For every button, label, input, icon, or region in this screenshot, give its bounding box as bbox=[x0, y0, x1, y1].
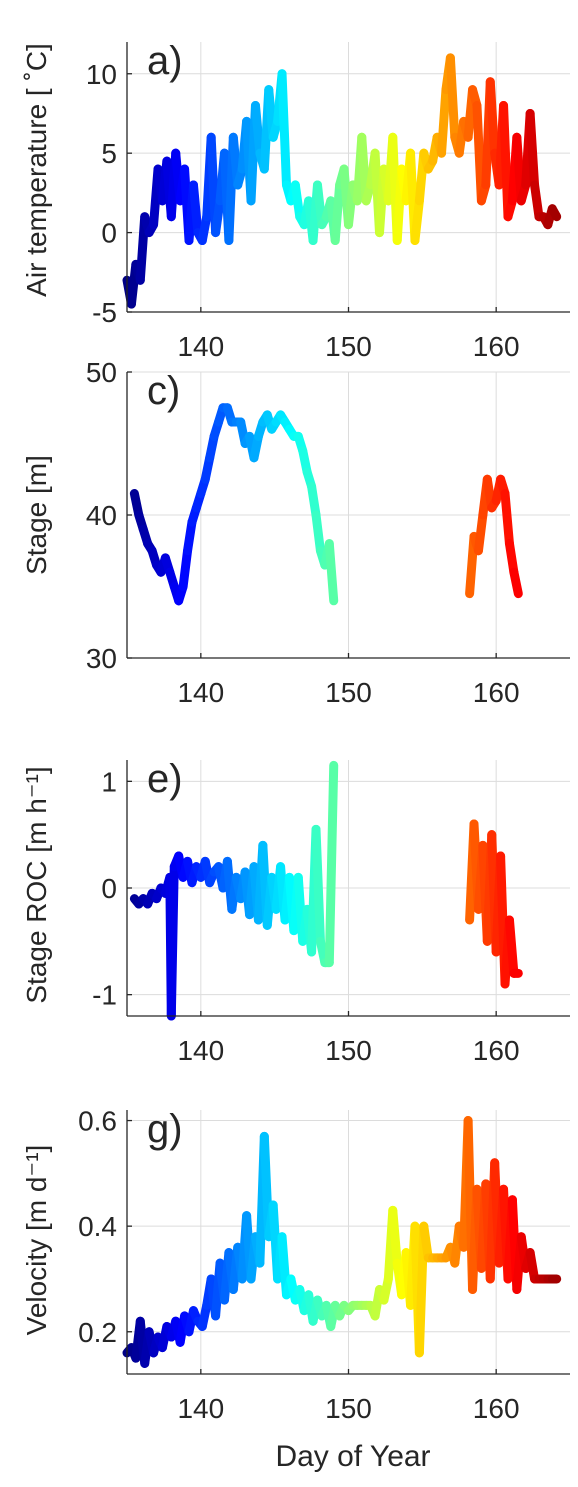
x-tick-label: 150 bbox=[325, 331, 372, 362]
data-segment bbox=[504, 539, 519, 577]
data-segment bbox=[311, 824, 325, 946]
data-segment bbox=[188, 180, 203, 238]
y-tick-label: 50 bbox=[86, 357, 117, 388]
x-tick-label: 140 bbox=[177, 677, 224, 708]
x-tick-label: 160 bbox=[473, 1035, 520, 1066]
y-tick-label: 0 bbox=[101, 218, 117, 249]
y-tick-label: 0.6 bbox=[78, 1106, 117, 1137]
x-tick-label: 160 bbox=[473, 331, 520, 362]
data-segment bbox=[178, 546, 193, 591]
y-axis-label: Air temperature [ ˚C] bbox=[21, 43, 52, 297]
data-segment bbox=[311, 510, 325, 556]
x-tick-label: 140 bbox=[177, 331, 224, 362]
y-tick-label: -1 bbox=[92, 980, 117, 1011]
data-segment bbox=[500, 489, 514, 549]
y-tick-label: 10 bbox=[86, 59, 117, 90]
x-tick-label: 150 bbox=[325, 677, 372, 708]
y-axis-label: Velocity [m d⁻¹] bbox=[21, 1145, 52, 1336]
y-tick-label: 0.2 bbox=[78, 1317, 117, 1348]
panel-3: 140 150 160 0.2 0.4 0.6 g) Velocity [m d⁻¹] bbox=[21, 1106, 570, 1424]
data-segment bbox=[419, 1221, 433, 1263]
panel-label: e) bbox=[147, 757, 183, 801]
panel-label: a) bbox=[147, 39, 183, 83]
data-segment bbox=[472, 101, 486, 206]
data-segment bbox=[547, 204, 562, 222]
data-segment bbox=[388, 1205, 402, 1268]
data-segment bbox=[525, 108, 540, 190]
panel-0: 140 150 160 -5 0 5 10 a) Air temperature [ ˚C] bbox=[21, 39, 570, 362]
data-segment bbox=[504, 915, 519, 978]
y-tick-label: 5 bbox=[101, 138, 117, 169]
data-segment bbox=[290, 180, 305, 222]
x-tick-label: 140 bbox=[177, 1035, 224, 1066]
x-tick-label: 160 bbox=[473, 677, 520, 708]
data-segment bbox=[485, 77, 500, 158]
x-tick-label: 150 bbox=[325, 1393, 372, 1424]
data-segment bbox=[330, 180, 345, 246]
data-segment bbox=[324, 539, 339, 606]
y-axis-label: Stage ROC [m h⁻¹] bbox=[21, 766, 52, 1003]
panel-label: c) bbox=[147, 369, 180, 413]
y-axis-label: Stage [m] bbox=[21, 455, 52, 575]
x-axis-label: Day of Year bbox=[275, 1440, 430, 1473]
data-segment bbox=[499, 101, 513, 222]
panel-1: 140 150 160 30 40 50 c) Stage [m] bbox=[21, 357, 570, 708]
y-tick-label: -5 bbox=[92, 297, 117, 328]
y-tick-label: 1 bbox=[101, 766, 117, 797]
data-segment bbox=[166, 862, 179, 1021]
y-tick-label: 0.4 bbox=[78, 1211, 117, 1242]
x-tick-label: 150 bbox=[325, 1035, 372, 1066]
data-segment bbox=[324, 760, 339, 968]
data-segment bbox=[473, 510, 488, 556]
data-segment bbox=[211, 196, 225, 238]
data-segment bbox=[437, 85, 451, 158]
data-segment bbox=[277, 69, 291, 190]
data-segment bbox=[183, 517, 197, 556]
data-segment bbox=[530, 180, 544, 222]
data-segment bbox=[410, 196, 424, 246]
panel-label: g) bbox=[147, 1107, 183, 1151]
panel-2: 140 150 160 -1 0 1 e) Stage ROC [m h⁻¹] bbox=[21, 757, 570, 1066]
data-segment bbox=[509, 567, 523, 599]
x-tick-label: 140 bbox=[177, 1393, 224, 1424]
x-tick-label: 160 bbox=[473, 1393, 520, 1424]
data-segment bbox=[307, 481, 321, 520]
y-tick-label: 30 bbox=[86, 643, 117, 674]
y-tick-label: 0 bbox=[101, 873, 117, 904]
data-segment bbox=[250, 101, 265, 158]
y-tick-label: 40 bbox=[86, 500, 117, 531]
data-segment bbox=[445, 53, 460, 142]
